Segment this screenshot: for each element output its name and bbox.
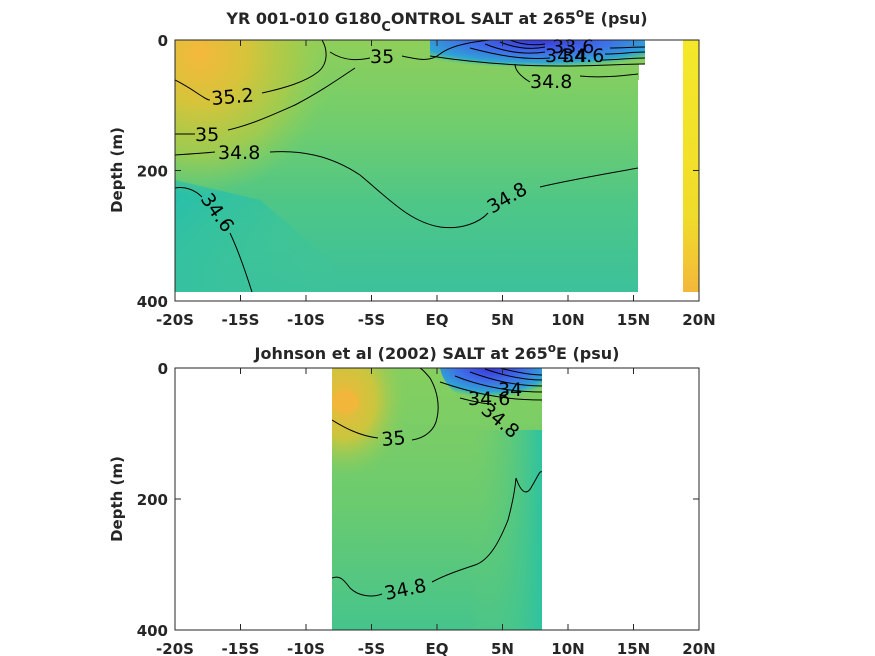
top-contour-labels: 35 35.2 35 34.8 34.6 34.8 34.8 33.6 34.4…: [195, 36, 604, 237]
top-panel: YR 001-010 G180CONTROL SALT at 265oE (ps…: [108, 6, 716, 329]
x-tick-label: -20S: [156, 311, 194, 329]
contour-label: 34.4: [545, 45, 587, 67]
x-tick-label: 15N: [617, 311, 650, 329]
y-tick-label: 0: [158, 360, 168, 378]
x-tick-label: 20N: [682, 640, 715, 656]
x-tick-label: 20N: [682, 311, 715, 329]
contour-label: 33.6: [552, 36, 594, 58]
x-tick-label: 5N: [491, 311, 514, 329]
x-tick-label: -15S: [222, 640, 260, 656]
x-tick-label: EQ: [426, 640, 449, 656]
contour-label: 35.2: [211, 84, 255, 110]
bottom-panel-title: Johnson et al (2002) SALT at 265oE (psu): [254, 341, 620, 363]
x-tick-label: -15S: [222, 311, 260, 329]
x-tick-label: 5N: [491, 640, 514, 656]
top-contour-lines: [175, 40, 646, 293]
contour-label: 35: [381, 427, 407, 451]
bottom-panel: Johnson et al (2002) SALT at 265oE (psu)…: [108, 341, 716, 656]
x-tick-label: 10N: [551, 640, 584, 656]
y-tick-label: 0: [158, 32, 168, 50]
top-field: [175, 40, 699, 300]
y-tick-label: 400: [137, 293, 168, 311]
contour-34.8: [175, 151, 639, 229]
contour-34.8-right: [514, 63, 639, 83]
x-tick-label: 10N: [551, 311, 584, 329]
y-tick-label: 400: [137, 622, 168, 640]
bottom-y-ticks: 0 200 400: [137, 360, 699, 640]
contour-label: 34.6: [468, 388, 510, 410]
bottom-x-ticks: -20S -15S -10S -5S EQ 5N 10N 15N 20N: [156, 368, 716, 656]
contour-35.2: [175, 40, 327, 101]
x-tick-label: EQ: [426, 311, 449, 329]
x-tick-label: -5S: [358, 311, 385, 329]
bottom-contour-lines: [332, 368, 542, 597]
top-y-ticks: 0 200 400: [137, 32, 699, 311]
contour-35: [332, 368, 439, 441]
x-tick-label: -20S: [156, 640, 194, 656]
y-tick-label: 200: [137, 491, 168, 509]
contour-label: 35: [370, 46, 394, 68]
contour-35-upper: [329, 40, 491, 61]
top-x-ticks: -20S -15S -10S -5S EQ 5N 10N 15N 20N: [156, 40, 716, 329]
contour-label: 34.8: [218, 142, 260, 164]
contour-34.6: [175, 187, 253, 293]
x-tick-label: 15N: [617, 640, 650, 656]
contour-label: 34.8: [530, 71, 572, 93]
x-tick-label: -10S: [287, 640, 325, 656]
bottom-field: [332, 368, 542, 630]
contour-34.8: [332, 471, 542, 597]
contour-label: 35: [195, 124, 219, 146]
top-y-axis-label: Depth (m): [108, 127, 126, 213]
bottom-y-axis-label: Depth (m): [108, 456, 126, 542]
x-tick-label: -5S: [358, 640, 385, 656]
contour-35-left: [175, 67, 356, 135]
contour-label: 34.6: [562, 45, 604, 67]
y-tick-label: 200: [137, 163, 168, 181]
top-panel-title: YR 001-010 G180CONTROL SALT at 265oE (ps…: [225, 6, 647, 35]
contour-label: 34: [498, 379, 522, 401]
x-tick-label: -10S: [287, 311, 325, 329]
